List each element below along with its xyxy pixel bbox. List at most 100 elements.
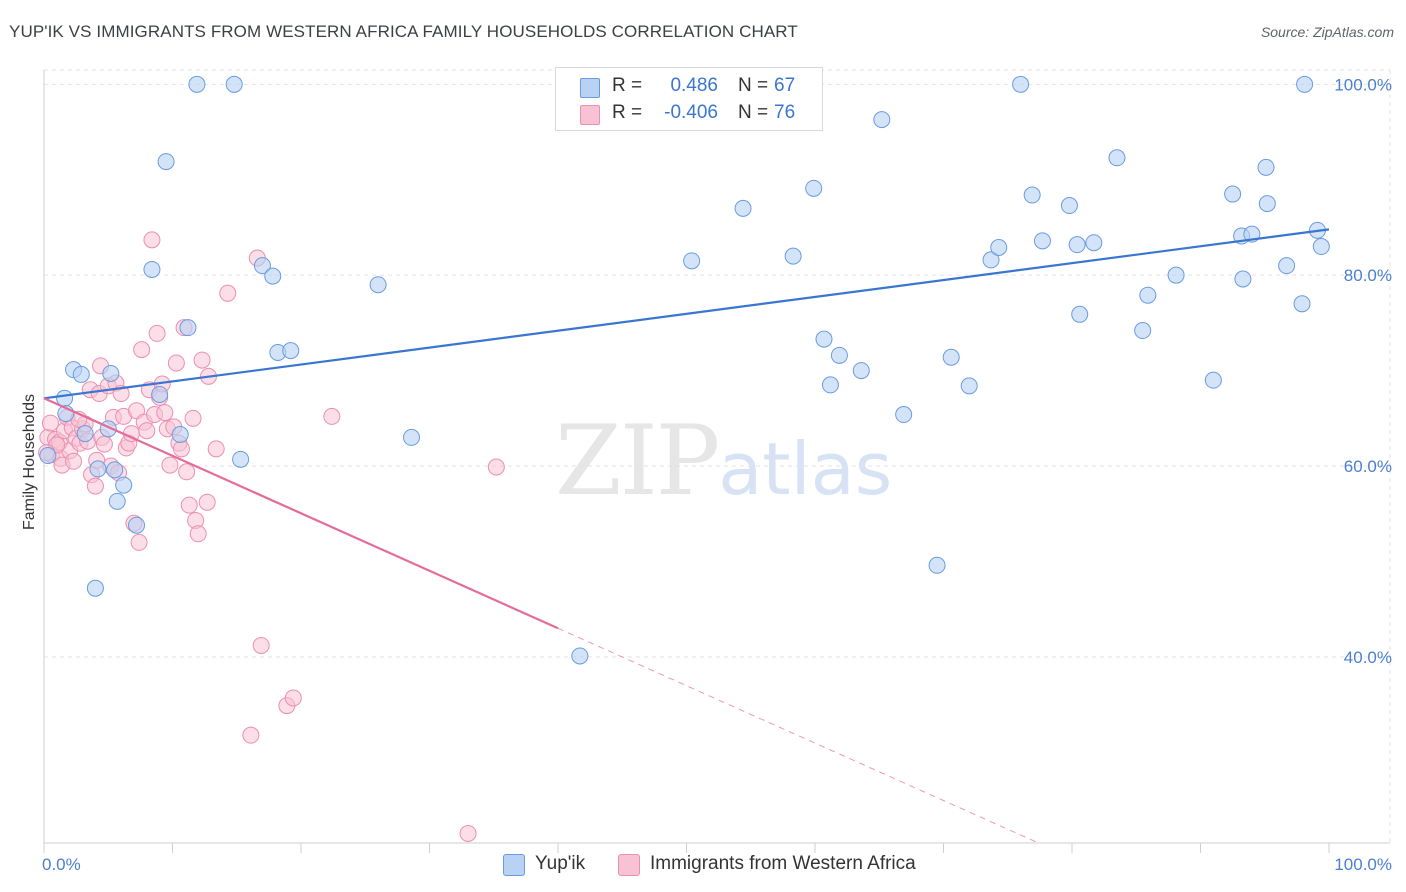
data-point-yupik <box>1085 234 1103 252</box>
data-point-yupik <box>1224 185 1242 203</box>
data-point-yupik <box>282 342 300 360</box>
legend-row-yupik: R = 0.486 N = 67 <box>556 74 822 100</box>
data-point-western-africa <box>193 351 211 369</box>
legend-r-label: R = <box>612 102 643 123</box>
data-point-yupik <box>1033 232 1051 250</box>
data-point-western-africa <box>41 414 59 432</box>
data-point-yupik <box>1108 149 1126 167</box>
trend-line-yupik <box>43 228 1330 400</box>
data-point-yupik <box>151 385 169 403</box>
data-point-yupik <box>734 199 752 217</box>
trend-line-western-africa-extrapolated <box>557 627 1039 844</box>
data-point-western-africa <box>252 636 270 654</box>
series-yupik <box>39 75 1330 665</box>
data-point-western-africa <box>65 452 83 470</box>
data-point-western-africa <box>130 533 148 551</box>
legend-n-label: N = <box>738 102 769 123</box>
data-point-yupik <box>1258 195 1276 213</box>
data-point-western-africa <box>138 422 156 440</box>
legend-r-value: -0.406 <box>664 102 718 123</box>
data-point-western-africa <box>180 496 198 514</box>
data-point-yupik <box>1234 270 1252 288</box>
data-point-western-africa <box>133 341 151 359</box>
series-western-africa <box>38 231 505 842</box>
data-point-yupik <box>1278 257 1296 275</box>
data-point-yupik <box>571 647 589 665</box>
chart-title: YUP'IK VS IMMIGRANTS FROM WESTERN AFRICA… <box>9 22 798 41</box>
data-point-yupik <box>39 447 57 465</box>
data-point-yupik <box>852 362 870 380</box>
data-point-yupik <box>102 364 120 382</box>
data-point-yupik <box>928 556 946 574</box>
data-point-yupik <box>873 111 891 129</box>
data-point-yupik <box>821 376 839 394</box>
data-point-yupik <box>171 426 189 444</box>
data-point-yupik <box>72 365 90 383</box>
data-point-yupik <box>1257 158 1275 176</box>
data-point-yupik <box>188 75 206 93</box>
trend-line-western-africa <box>43 397 559 630</box>
legend-r-value: 0.486 <box>670 75 718 96</box>
data-point-western-africa <box>167 354 185 372</box>
legend-label-western-africa: Immigrants from Western Africa <box>650 853 916 874</box>
data-point-yupik <box>108 492 126 510</box>
series-legend: Yup'ik Immigrants from Western Africa <box>0 853 1406 877</box>
y-tick-label: 100.0% <box>1334 75 1392 94</box>
x-tick-label: 0.0% <box>42 855 81 874</box>
data-point-yupik <box>895 406 913 424</box>
data-point-yupik <box>253 257 271 275</box>
data-point-yupik <box>942 348 960 366</box>
tick-labels: 40.0% 60.0% 80.0% 100.0% 0.0% 100.0% <box>42 75 1392 874</box>
x-tick-label: 100.0% <box>1334 855 1392 874</box>
data-point-yupik <box>115 476 133 494</box>
data-point-yupik <box>1167 266 1185 284</box>
data-point-western-africa <box>86 477 104 495</box>
data-point-yupik <box>1071 305 1089 323</box>
source-label: Source: ZipAtlas.com <box>1260 24 1394 40</box>
legend-n-value: 67 <box>774 75 796 96</box>
data-point-western-africa <box>207 440 225 458</box>
data-point-western-africa <box>178 463 196 481</box>
data-point-yupik <box>960 377 978 395</box>
data-point-yupik <box>369 276 387 294</box>
data-point-yupik <box>403 428 421 446</box>
data-point-yupik <box>990 239 1008 257</box>
data-point-yupik <box>1134 322 1152 340</box>
data-point-western-africa <box>189 525 207 543</box>
legend-swatch-pink <box>618 854 640 876</box>
data-point-western-africa <box>143 231 161 249</box>
data-point-yupik <box>1023 186 1041 204</box>
data-point-western-africa <box>219 284 237 302</box>
legend-n-value: 76 <box>774 102 796 123</box>
data-point-western-africa <box>95 435 113 453</box>
legend-row-western-africa: R = -0.406 N = 76 <box>556 101 822 127</box>
data-point-yupik <box>143 260 161 278</box>
data-point-western-africa <box>148 324 166 342</box>
y-tick-label: 40.0% <box>1344 648 1392 667</box>
data-point-yupik <box>225 75 243 93</box>
data-point-yupik <box>1293 295 1311 313</box>
data-point-yupik <box>1296 75 1314 93</box>
data-point-yupik <box>1068 236 1086 254</box>
legend-n-label: N = <box>738 75 769 96</box>
data-point-yupik <box>1060 197 1078 215</box>
data-point-yupik <box>1312 238 1330 256</box>
y-tick-label: 80.0% <box>1344 266 1392 285</box>
data-point-yupik <box>76 425 94 443</box>
legend-r-label: R = <box>612 75 643 96</box>
data-point-western-africa <box>161 456 179 474</box>
data-point-yupik <box>157 153 175 171</box>
y-axis-label: Family Households <box>21 394 38 530</box>
trend-lines <box>43 228 1330 844</box>
data-point-yupik <box>805 179 823 197</box>
legend-label-yupik: Yup'ik <box>535 853 586 874</box>
data-point-yupik <box>683 252 701 270</box>
data-point-yupik <box>982 251 1000 269</box>
data-point-yupik <box>1139 286 1157 304</box>
data-point-western-africa <box>184 409 202 427</box>
legend-swatch-blue <box>580 78 600 98</box>
legend-swatch-blue <box>503 854 525 876</box>
data-point-yupik <box>179 319 197 337</box>
data-point-western-africa <box>172 440 190 458</box>
